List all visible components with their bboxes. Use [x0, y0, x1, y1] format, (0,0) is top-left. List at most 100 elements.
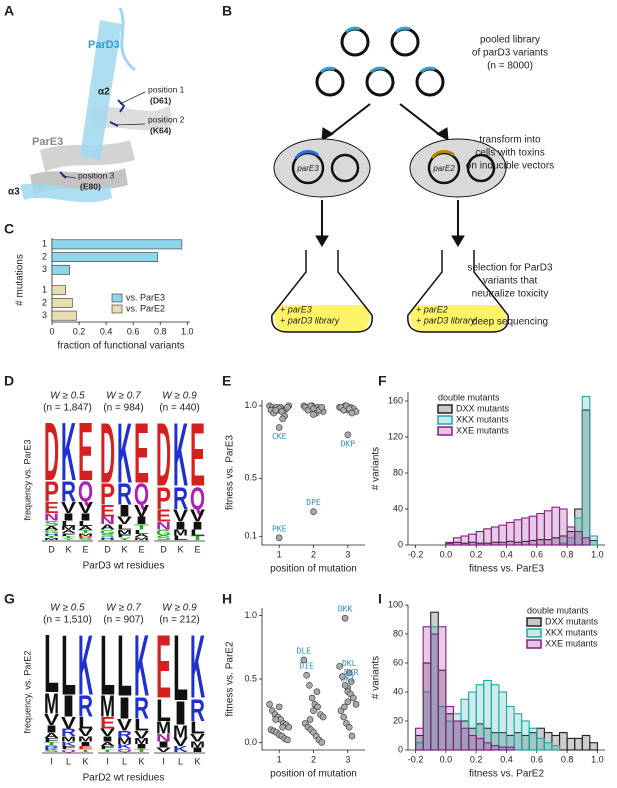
logo-letter: K [78, 618, 93, 713]
y-axis-label: # mutations [15, 254, 26, 306]
bar [51, 252, 158, 262]
logo-letter: R [134, 690, 149, 725]
logo-letter: I [117, 502, 132, 520]
y-tick-label: 2 [42, 251, 47, 261]
logo-letter: I [61, 512, 77, 523]
logo-letter: V [134, 730, 150, 742]
legend-swatch [437, 404, 453, 414]
logo-letter: S [44, 519, 59, 528]
point-label: DKI [341, 674, 356, 683]
legend-swatch [437, 426, 453, 436]
structure-label: position 2 [148, 114, 185, 124]
x-axis-label: fraction of functional variants [57, 341, 184, 352]
logo-letter: L [78, 714, 93, 732]
logo-letter: A [44, 731, 61, 740]
logo-letter: K [44, 747, 64, 751]
logo-letter: T [100, 749, 119, 753]
histogram-bar [445, 705, 455, 751]
logo-letter: S [156, 535, 171, 542]
y-tick-label: 0.5 [244, 473, 257, 483]
structure-label: (D61) [150, 95, 171, 105]
point [352, 701, 360, 708]
axis-label: ParD2 wt residues [83, 773, 165, 784]
panel-label: C [4, 221, 14, 237]
logo-letter: V [117, 515, 134, 527]
histogram-bar [551, 745, 561, 751]
logo-letter: L [190, 529, 205, 538]
panel-label: E [222, 373, 231, 389]
logo-letter: I [117, 690, 132, 725]
point [279, 723, 286, 731]
plasmid-label: parE3 [296, 164, 319, 173]
logo-letter: V [117, 716, 133, 735]
histogram-bar [490, 526, 500, 546]
x-tick-label: 0.6 [531, 549, 544, 559]
logo-letter: I [78, 742, 96, 748]
x-tick-label: -0.2 [408, 549, 424, 559]
logo-letter: P [156, 480, 171, 516]
y-tick-label: 80 [393, 628, 403, 638]
axis-line [261, 400, 365, 546]
x-tick-label: 0.0 [440, 754, 453, 764]
step-text: (n = 8000) [487, 61, 533, 72]
logo-letter: M [156, 717, 171, 737]
logo-count: (n = 1,847) [43, 403, 92, 414]
x-axis-label: position of mutation [270, 769, 357, 780]
protein-structure [20, 7, 172, 203]
legend-label: DXX mutants [456, 403, 510, 413]
legend-swatch [437, 415, 453, 425]
histogram-bar [581, 537, 591, 546]
histogram-bar [498, 524, 508, 546]
y-tick-label: 3 [42, 264, 47, 274]
x-tick-label: L [178, 756, 183, 766]
point [275, 424, 283, 431]
x-tick-label: 3 [345, 754, 350, 764]
histogram-bar [437, 626, 447, 751]
point-label: CKE [272, 432, 287, 441]
logo-letter: M [190, 741, 206, 750]
logo-count: (n = 984) [103, 403, 143, 414]
histogram-bar [558, 508, 568, 546]
x-tick-label: 1.0 [591, 754, 604, 764]
y-tick-label: 160 [388, 395, 403, 405]
histogram-bar [483, 742, 492, 751]
point [275, 703, 283, 711]
legend-label: XXE mutants [545, 638, 598, 648]
x-tick-label: 0.4 [100, 326, 113, 336]
logo-letter: R [190, 692, 205, 728]
structure-label: position 3 [78, 170, 115, 180]
logo-letter: V [190, 505, 206, 525]
point-label: PKE [272, 524, 287, 533]
logo-letter: E [156, 505, 171, 525]
logo-letter: F [117, 533, 133, 538]
logo-letter: H [44, 533, 61, 537]
histogram-bar [498, 691, 508, 751]
point [310, 411, 317, 418]
logo-letter: Q [78, 476, 93, 508]
x-tick-label: 0.8 [154, 326, 167, 336]
point [285, 723, 293, 731]
logo-letter: P [100, 478, 115, 511]
bar [51, 285, 66, 296]
legend-swatch [526, 639, 542, 649]
logo-title: W ≥ 0.9 [162, 603, 197, 614]
x-axis-label: position of mutation [270, 564, 357, 575]
logo-letter: I [173, 694, 188, 731]
bar [51, 239, 183, 250]
x-tick-label: 0.4 [500, 754, 513, 764]
x-tick-label: K [121, 544, 127, 554]
logo-letter: V [190, 733, 206, 745]
logo-letter: R [117, 478, 132, 511]
logo-letter: G [100, 530, 117, 536]
bar [51, 310, 77, 321]
logo-letter: R [61, 476, 76, 508]
point [340, 713, 348, 721]
legend-label: XKX mutants [545, 627, 598, 637]
x-axis-label: fitness vs. ParE3 [469, 564, 544, 575]
logo-letter: I [78, 512, 94, 523]
logo-letter: E [100, 714, 115, 732]
histogram-bar [422, 626, 432, 751]
step-text: deep sequencing [472, 317, 548, 328]
x-tick-label: I [106, 756, 109, 766]
y-tick-label: 1 [42, 239, 47, 249]
